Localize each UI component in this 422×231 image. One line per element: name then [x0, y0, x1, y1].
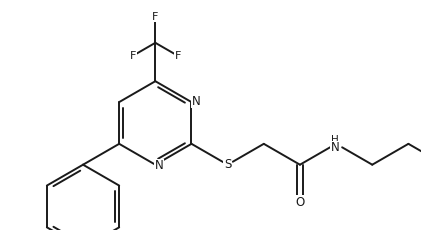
Text: O: O [295, 196, 305, 209]
Text: N: N [192, 94, 200, 108]
Text: H: H [331, 135, 339, 145]
Text: F: F [130, 51, 136, 61]
Text: F: F [175, 51, 181, 61]
Text: F: F [152, 12, 159, 22]
Text: S: S [224, 158, 231, 171]
Text: N: N [331, 141, 339, 154]
Text: N: N [155, 159, 164, 172]
